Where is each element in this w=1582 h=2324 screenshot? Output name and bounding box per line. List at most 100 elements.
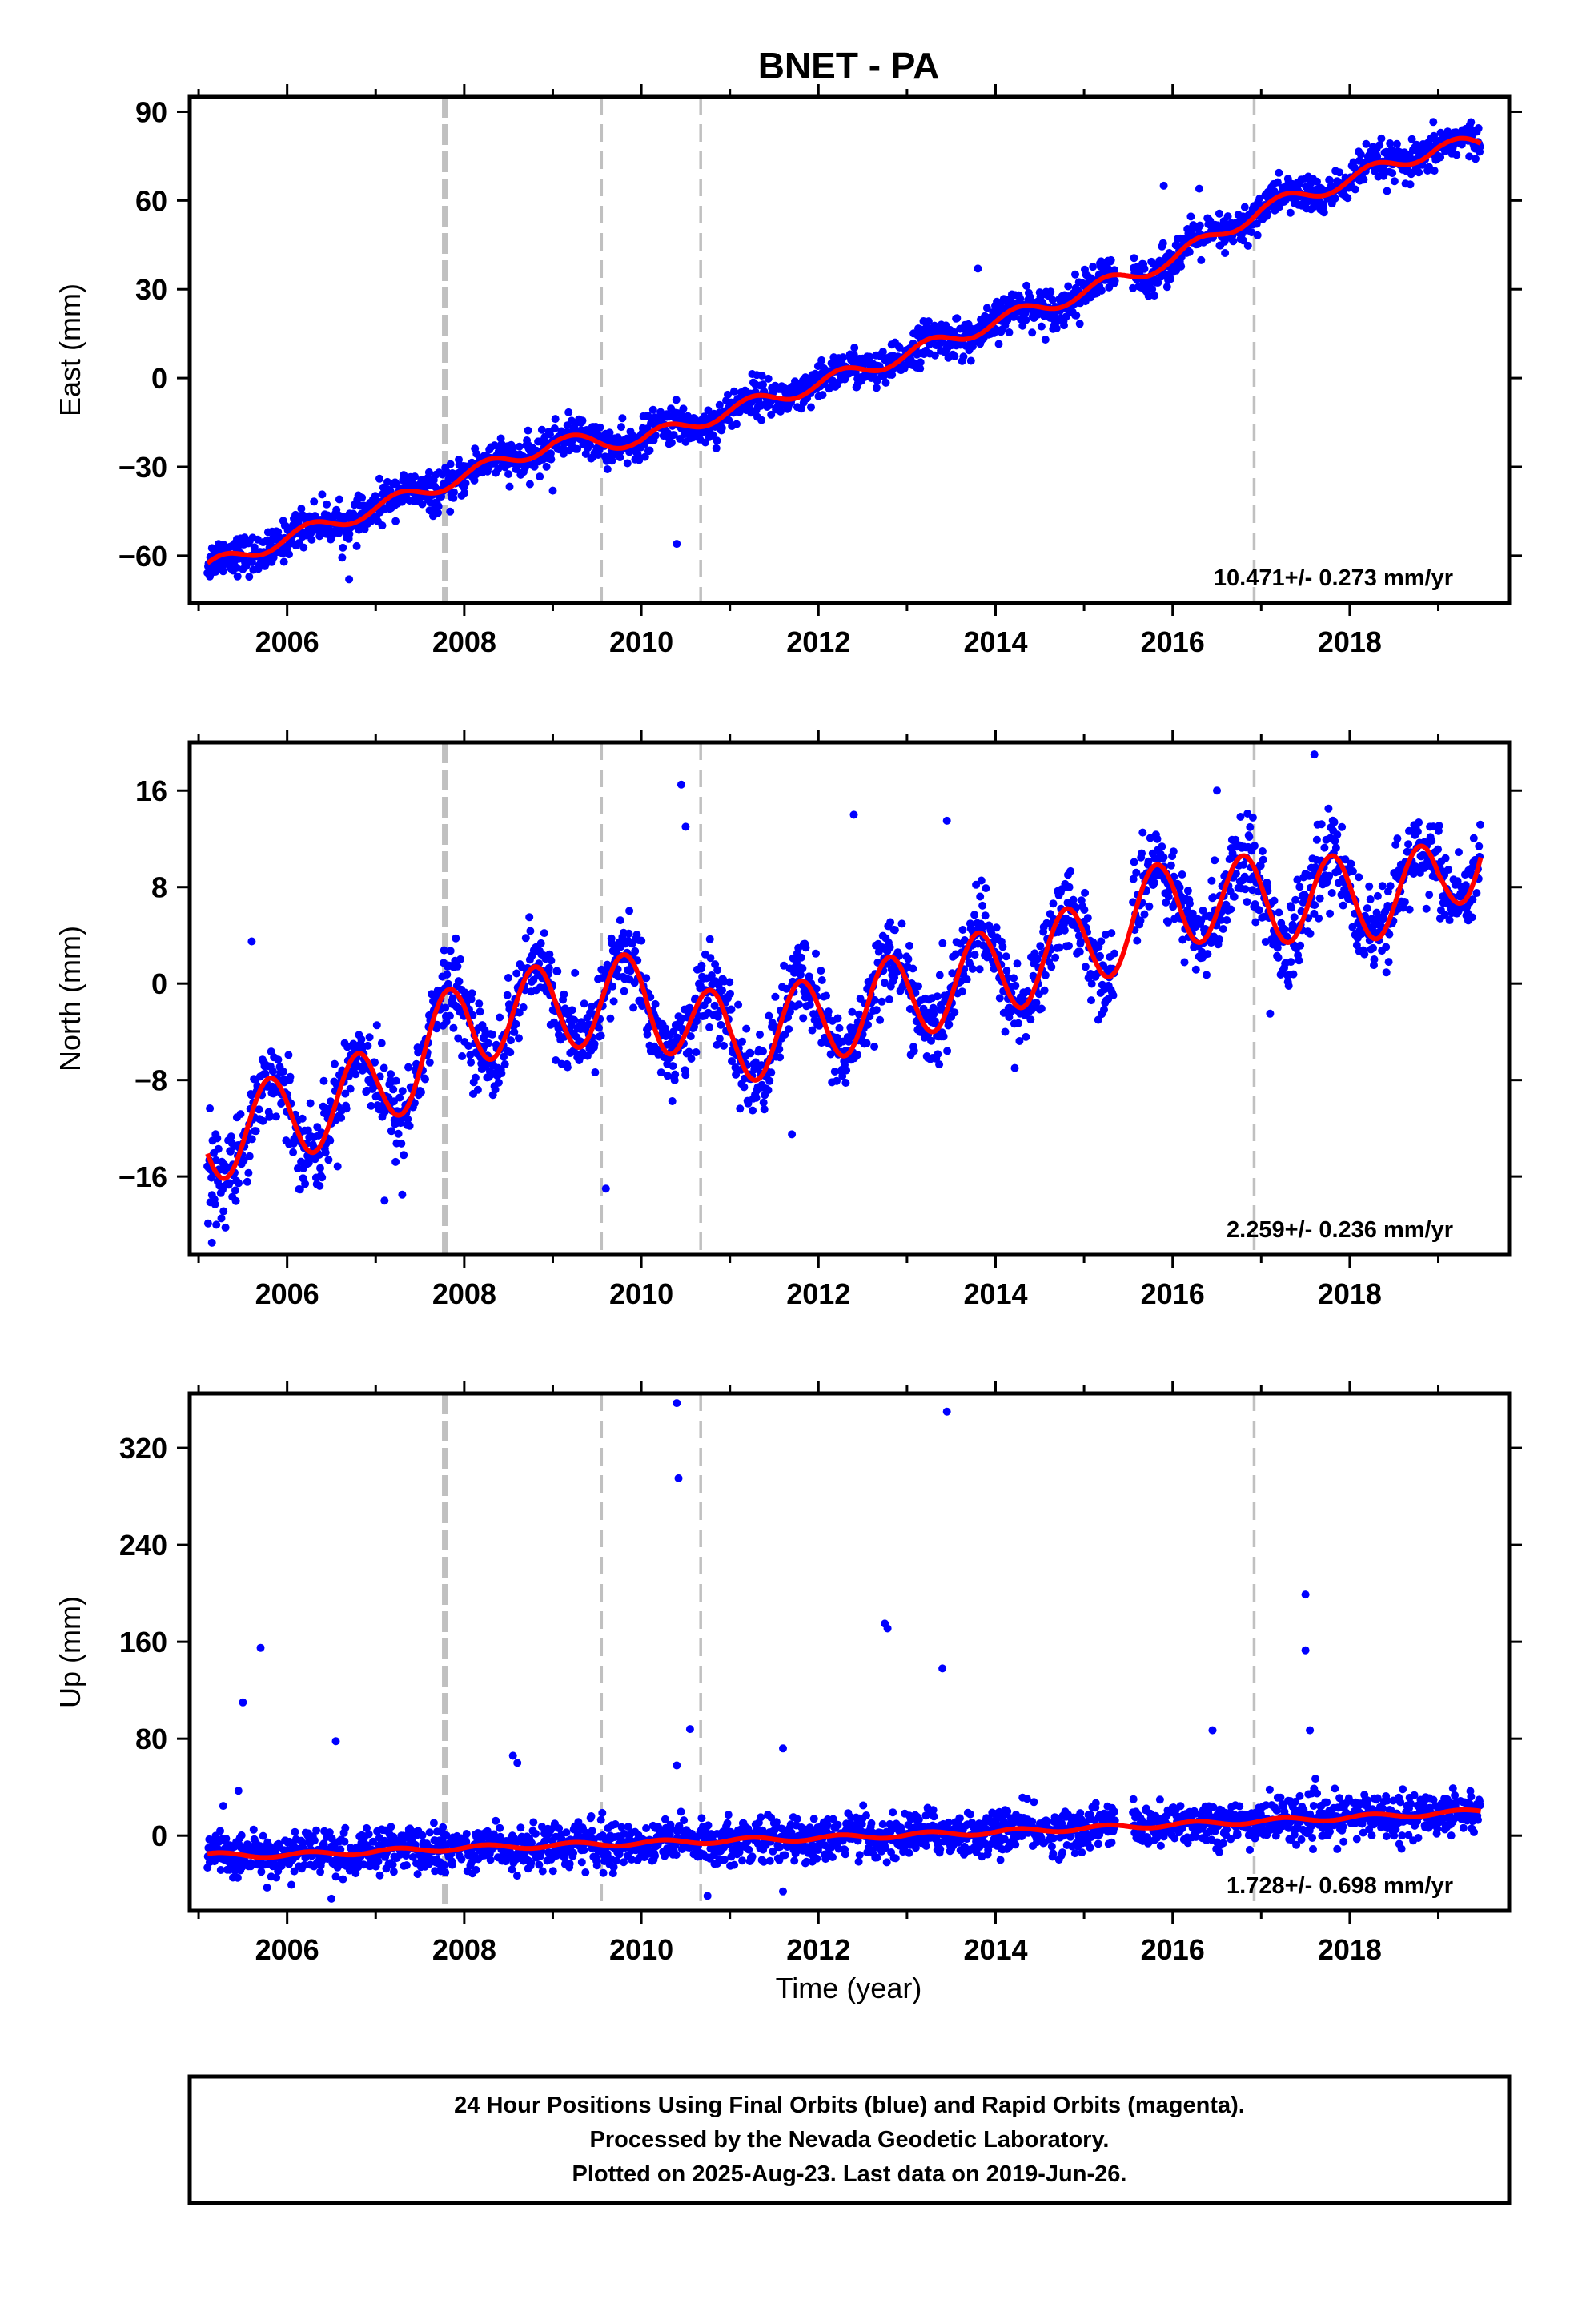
data-point [833,1014,842,1023]
data-point [872,384,881,392]
data-point [645,446,654,455]
data-point [307,535,316,544]
data-point [1096,951,1104,960]
data-point [237,1831,246,1839]
data-point [776,407,785,416]
data-point [1295,883,1304,891]
data-point [1130,254,1138,263]
y-tick-label: 90 [135,95,167,128]
data-point [236,1110,245,1119]
data-point [1406,180,1415,189]
data-point [1186,899,1194,908]
data-point [976,892,985,901]
data-point [841,1079,850,1087]
data-point [379,1063,388,1072]
data-point [386,486,395,495]
data-point [835,1023,844,1032]
data-point [620,987,628,995]
data-point [839,353,847,362]
data-point [1207,876,1216,885]
data-point [817,356,826,364]
data-point [962,975,971,983]
data-point [445,1011,454,1020]
data-point [285,550,293,559]
x-tick-label: 2018 [1318,625,1382,658]
data-point [564,408,573,416]
data-point [1251,918,1260,927]
data-point [1472,889,1481,897]
data-point [746,1049,755,1058]
data-point [352,541,361,550]
data-point [291,1827,299,1836]
data-point [206,1104,215,1112]
data-point [608,982,617,991]
data-point [377,1039,386,1047]
y-tick-label: −30 [118,451,167,484]
data-point [1140,910,1149,919]
data-point [472,1865,480,1874]
data-point [391,1076,400,1085]
data-point [1041,971,1050,979]
data-point [1087,979,1096,988]
data-point [1315,894,1324,903]
data-point [935,1060,944,1069]
data-point [1215,209,1223,218]
data-point [1083,914,1092,923]
outlier-point [207,1238,216,1247]
data-point [950,352,959,360]
data-point [679,404,688,413]
data-point [1245,833,1254,841]
data-point [934,1050,942,1059]
data-point [1002,952,1010,961]
data-point [596,423,604,432]
data-point [1388,169,1397,178]
data-point [1248,813,1257,822]
data-point [1430,167,1439,175]
data-point [1185,247,1194,256]
data-point [605,428,614,437]
data-point [1203,971,1211,979]
data-point [389,1085,398,1094]
data-point [219,1802,227,1811]
data-point [1051,953,1060,962]
data-point [338,553,347,562]
x-tick-label: 2016 [1141,1277,1205,1310]
data-point [767,410,776,419]
data-point [1022,316,1030,324]
data-point [1295,956,1303,965]
data-point [842,1066,851,1075]
y-tick-label: 60 [135,184,167,217]
data-point [315,1181,324,1190]
data-point [713,966,722,975]
data-point [546,449,555,458]
data-point [274,1055,283,1064]
data-point [1097,937,1106,946]
x-tick-label: 2014 [963,1277,1027,1310]
data-point [812,949,820,958]
data-point [959,352,968,361]
data-point [1236,813,1245,821]
data-point [1145,902,1154,911]
fit-line [205,843,1484,1181]
data-point [1177,262,1186,271]
data-point [216,1827,224,1835]
data-point [1441,854,1450,862]
data-point [625,907,634,915]
data-point [624,929,633,938]
data-point [757,372,766,380]
data-point [1246,822,1255,831]
data-point [1360,950,1369,959]
data-point [771,992,780,1001]
data-point [713,436,721,445]
data-point [323,500,331,509]
data-point [411,472,420,481]
data-point [279,557,288,566]
data-point [462,1830,471,1838]
data-point [651,999,660,1008]
data-point [805,972,813,981]
data-point [1183,887,1192,895]
data-point [724,390,732,399]
data-point [1258,847,1267,855]
data-point [1347,859,1355,868]
